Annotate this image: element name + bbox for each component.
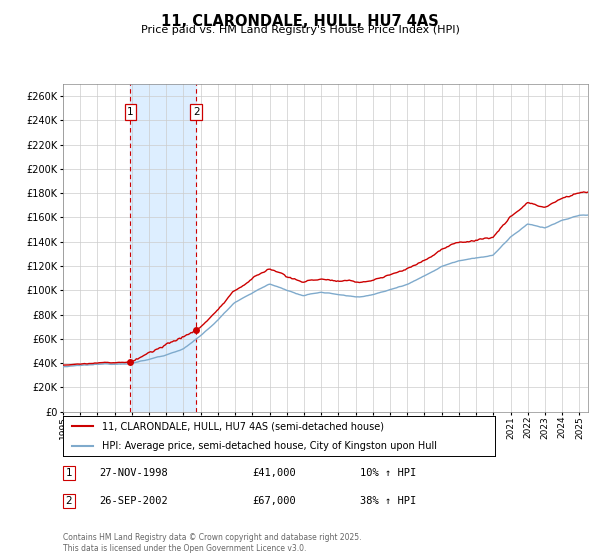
Text: HPI: Average price, semi-detached house, City of Kingston upon Hull: HPI: Average price, semi-detached house,…	[102, 441, 437, 451]
Text: 1: 1	[127, 107, 134, 117]
Text: 27-NOV-1998: 27-NOV-1998	[99, 468, 168, 478]
Text: 26-SEP-2002: 26-SEP-2002	[99, 496, 168, 506]
Text: 11, CLARONDALE, HULL, HU7 4AS (semi-detached house): 11, CLARONDALE, HULL, HU7 4AS (semi-deta…	[102, 421, 384, 431]
Text: 38% ↑ HPI: 38% ↑ HPI	[360, 496, 416, 506]
Text: £41,000: £41,000	[252, 468, 296, 478]
Text: 2: 2	[193, 107, 200, 117]
Text: Price paid vs. HM Land Registry's House Price Index (HPI): Price paid vs. HM Land Registry's House …	[140, 25, 460, 35]
Text: 10% ↑ HPI: 10% ↑ HPI	[360, 468, 416, 478]
Text: 2: 2	[65, 496, 73, 506]
Bar	[130, 84, 196, 412]
Text: Contains HM Land Registry data © Crown copyright and database right 2025.
This d: Contains HM Land Registry data © Crown c…	[63, 533, 361, 553]
Text: £67,000: £67,000	[252, 496, 296, 506]
Text: 11, CLARONDALE, HULL, HU7 4AS: 11, CLARONDALE, HULL, HU7 4AS	[161, 14, 439, 29]
Text: 1: 1	[65, 468, 73, 478]
